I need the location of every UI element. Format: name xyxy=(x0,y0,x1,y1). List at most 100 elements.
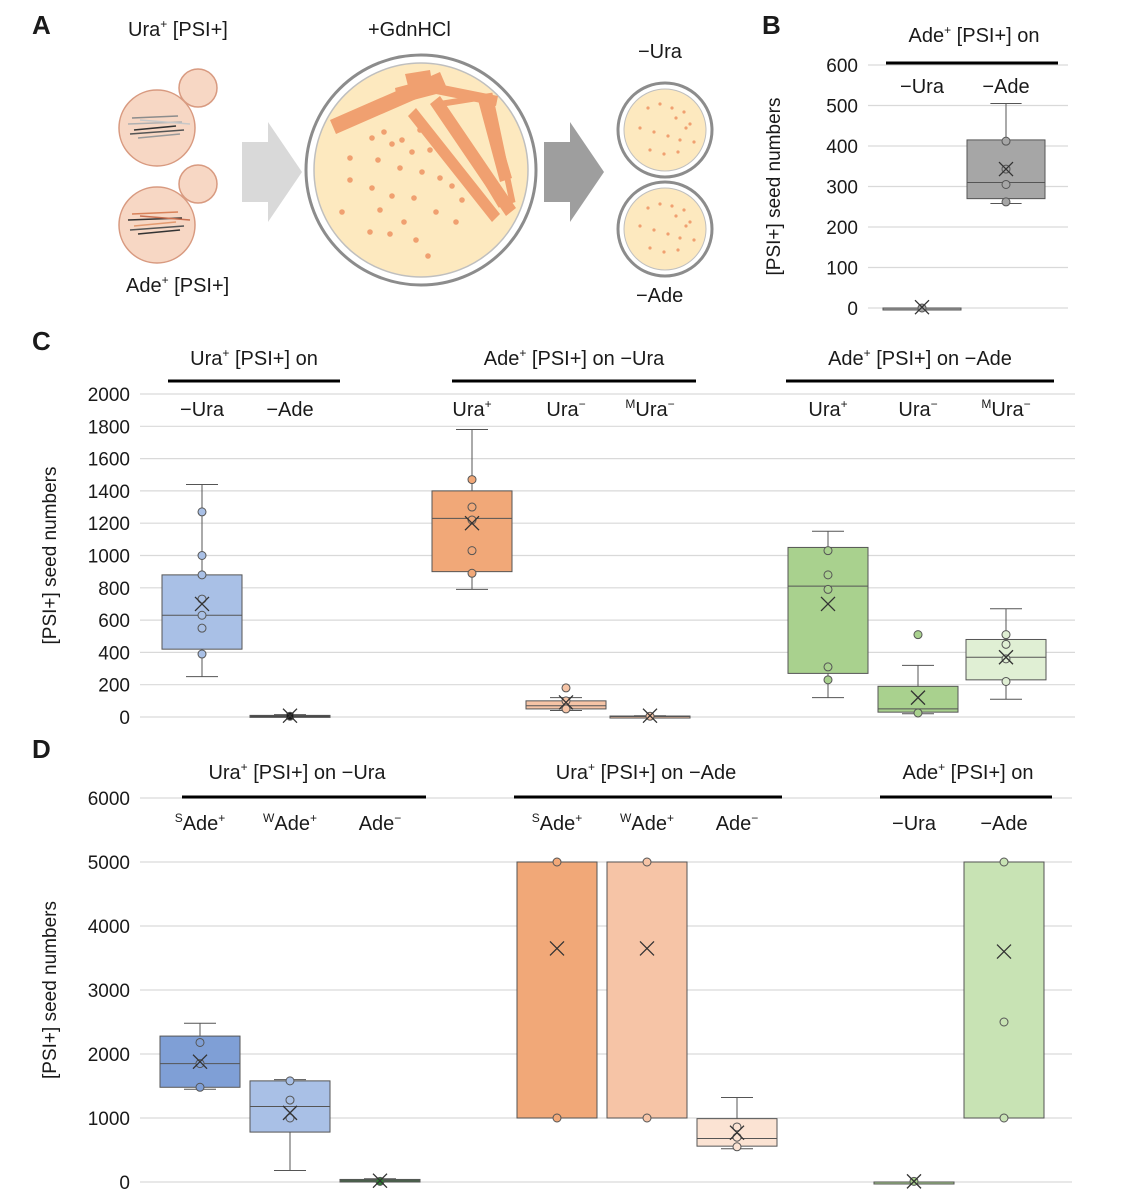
arrow-right-icon xyxy=(544,122,604,222)
y-tick-label: 1400 xyxy=(88,482,130,503)
section-header: Ade+ [PSI+] on xyxy=(903,760,1034,784)
y-tick-label: 200 xyxy=(98,676,130,697)
y-tick-label: 1200 xyxy=(88,514,130,535)
box xyxy=(877,685,959,713)
group-label: −Ura xyxy=(900,76,945,98)
panel-label-c: C xyxy=(32,326,51,356)
mean-marker xyxy=(194,596,210,612)
data-point xyxy=(823,675,833,685)
data-point xyxy=(732,1122,742,1132)
small-plate-bottom-label: −Ade xyxy=(636,285,683,307)
group-label: −Ura xyxy=(180,399,225,421)
data-point xyxy=(197,610,207,620)
y-tick-label: 200 xyxy=(826,218,858,239)
y-tick-label: 400 xyxy=(98,643,130,664)
header-label: Ade+ [PSI+] on xyxy=(909,23,1040,47)
data-point xyxy=(1001,197,1011,207)
mean-marker xyxy=(282,1105,298,1121)
panel-label-b: B xyxy=(762,10,781,40)
mean-marker xyxy=(282,708,298,724)
data-point xyxy=(467,475,477,485)
y-tick-label: 1000 xyxy=(88,547,130,568)
box xyxy=(963,861,1045,1119)
group-label: −Ade xyxy=(982,76,1029,98)
group-label: MUra− xyxy=(625,397,674,421)
bottom-cell-label: Ade+ [PSI+] xyxy=(126,273,229,297)
group-label: SAde+ xyxy=(532,811,583,835)
group-label: MUra− xyxy=(981,397,1030,421)
y-tick-label: 0 xyxy=(847,299,858,320)
panel-a-schematic: Ura+ [PSI+] Ade+ [PSI+] +GdnHCl xyxy=(118,17,714,307)
data-point xyxy=(732,1142,742,1152)
y-axis-label: [PSI+] seed numbers xyxy=(40,467,61,645)
mean-marker xyxy=(558,695,574,710)
orange-fibril-icon xyxy=(127,211,191,235)
y-tick-label: 2000 xyxy=(88,385,130,406)
y-tick-label: 2000 xyxy=(88,1045,130,1066)
yeast-cell-bottom xyxy=(118,164,218,264)
box xyxy=(516,861,598,1119)
small-plate-ura xyxy=(616,81,714,179)
data-point xyxy=(732,1132,742,1142)
streak-icon xyxy=(330,70,516,222)
y-tick-label: 400 xyxy=(826,137,858,158)
group-label: −Ade xyxy=(266,399,313,421)
data-point xyxy=(823,584,833,594)
mean-marker xyxy=(998,649,1014,665)
data-point xyxy=(1001,630,1011,640)
top-cell-label: Ura+ [PSI+] xyxy=(128,17,228,41)
group-label: Ura+ xyxy=(452,397,491,421)
group-label: WAde+ xyxy=(620,811,674,835)
group-label: −Ura xyxy=(892,813,937,835)
group-label: SAde+ xyxy=(175,811,226,835)
data-point xyxy=(197,623,207,633)
box xyxy=(787,546,869,674)
data-point xyxy=(561,696,571,706)
mean-marker xyxy=(906,1173,922,1189)
data-point xyxy=(195,1059,205,1069)
y-axis-label: [PSI+] seed numbers xyxy=(764,98,785,276)
y-tick-label: 600 xyxy=(826,56,858,77)
section-header: Ura+ [PSI+] on xyxy=(190,346,318,370)
section-header: Ura+ [PSI+] on −Ade xyxy=(556,760,736,784)
section-header: Ade+ [PSI+] on −Ura xyxy=(484,346,665,370)
group-label: Ura− xyxy=(898,397,937,421)
yeast-cell-top xyxy=(118,68,218,167)
y-tick-label: 1600 xyxy=(88,450,130,471)
small-plate-top-label: −Ura xyxy=(638,41,683,63)
data-point xyxy=(1001,639,1011,649)
plate-label: +GdnHCl xyxy=(368,19,451,41)
mean-marker xyxy=(372,1173,388,1189)
y-tick-label: 300 xyxy=(826,178,858,199)
y-tick-label: 5000 xyxy=(88,853,130,874)
mean-marker xyxy=(998,161,1014,177)
data-point xyxy=(1001,179,1011,189)
arrow-right-icon xyxy=(242,122,302,222)
y-axis-label: [PSI+] seed numbers xyxy=(40,901,61,1079)
y-tick-label: 3000 xyxy=(88,981,130,1002)
y-tick-label: 6000 xyxy=(88,789,130,810)
y-tick-label: 800 xyxy=(98,579,130,600)
data-point xyxy=(823,570,833,580)
data-point xyxy=(467,546,477,556)
data-point xyxy=(467,568,477,578)
data-point xyxy=(561,683,571,693)
y-tick-label: 0 xyxy=(119,708,130,729)
data-point xyxy=(999,1017,1009,1027)
mean-marker xyxy=(464,515,480,531)
data-point xyxy=(1001,654,1011,664)
data-point xyxy=(823,546,833,556)
mean-marker xyxy=(549,940,565,956)
y-tick-label: 1800 xyxy=(88,417,130,438)
data-point xyxy=(467,502,477,512)
data-point xyxy=(913,630,923,640)
data-point xyxy=(999,1113,1009,1123)
data-point xyxy=(197,507,207,517)
y-tick-label: 600 xyxy=(98,611,130,632)
data-point xyxy=(285,1113,295,1123)
data-point xyxy=(823,662,833,672)
group-label: Ade− xyxy=(716,811,759,835)
data-point xyxy=(197,551,207,560)
small-plate-ade xyxy=(616,180,714,278)
